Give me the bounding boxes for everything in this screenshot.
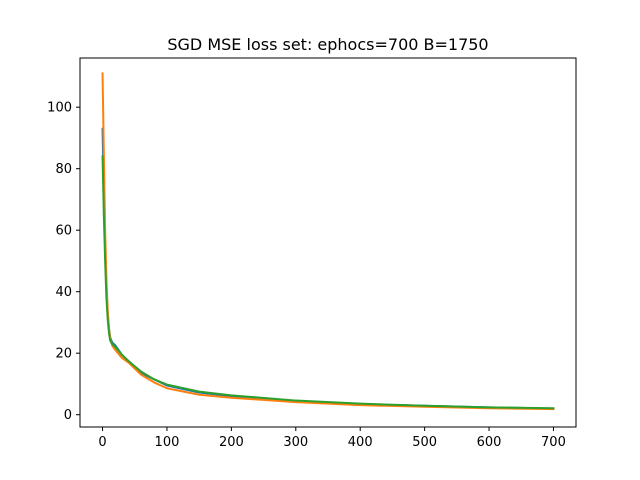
x-tick-label: 0 [98, 435, 106, 450]
x-tick-label: 500 [412, 435, 437, 450]
y-tick-label: 60 [55, 224, 72, 239]
y-tick-label: 0 [64, 408, 72, 423]
y-tick-label: 20 [55, 347, 72, 362]
series-layer [101, 72, 555, 411]
x-axis: 0 100 200 300 400 500 600 700 [98, 427, 566, 450]
x-tick-label: 200 [219, 435, 244, 450]
x-tick-label: 100 [155, 435, 180, 450]
plot-frame [79, 57, 577, 428]
y-tick-label: 100 [47, 101, 72, 116]
chart-title: SGD MSE loss set: ephocs=700 B=1750 [167, 35, 488, 54]
x-tick-label: 400 [348, 435, 373, 450]
y-axis: 0 20 40 60 80 100 [47, 101, 80, 423]
x-tick-label: 300 [283, 435, 308, 450]
x-tick-label: 600 [477, 435, 502, 450]
y-tick-label: 40 [55, 285, 72, 300]
series-line-3 [101, 155, 555, 410]
y-tick-label: 80 [55, 162, 72, 177]
x-tick-label: 700 [541, 435, 566, 450]
